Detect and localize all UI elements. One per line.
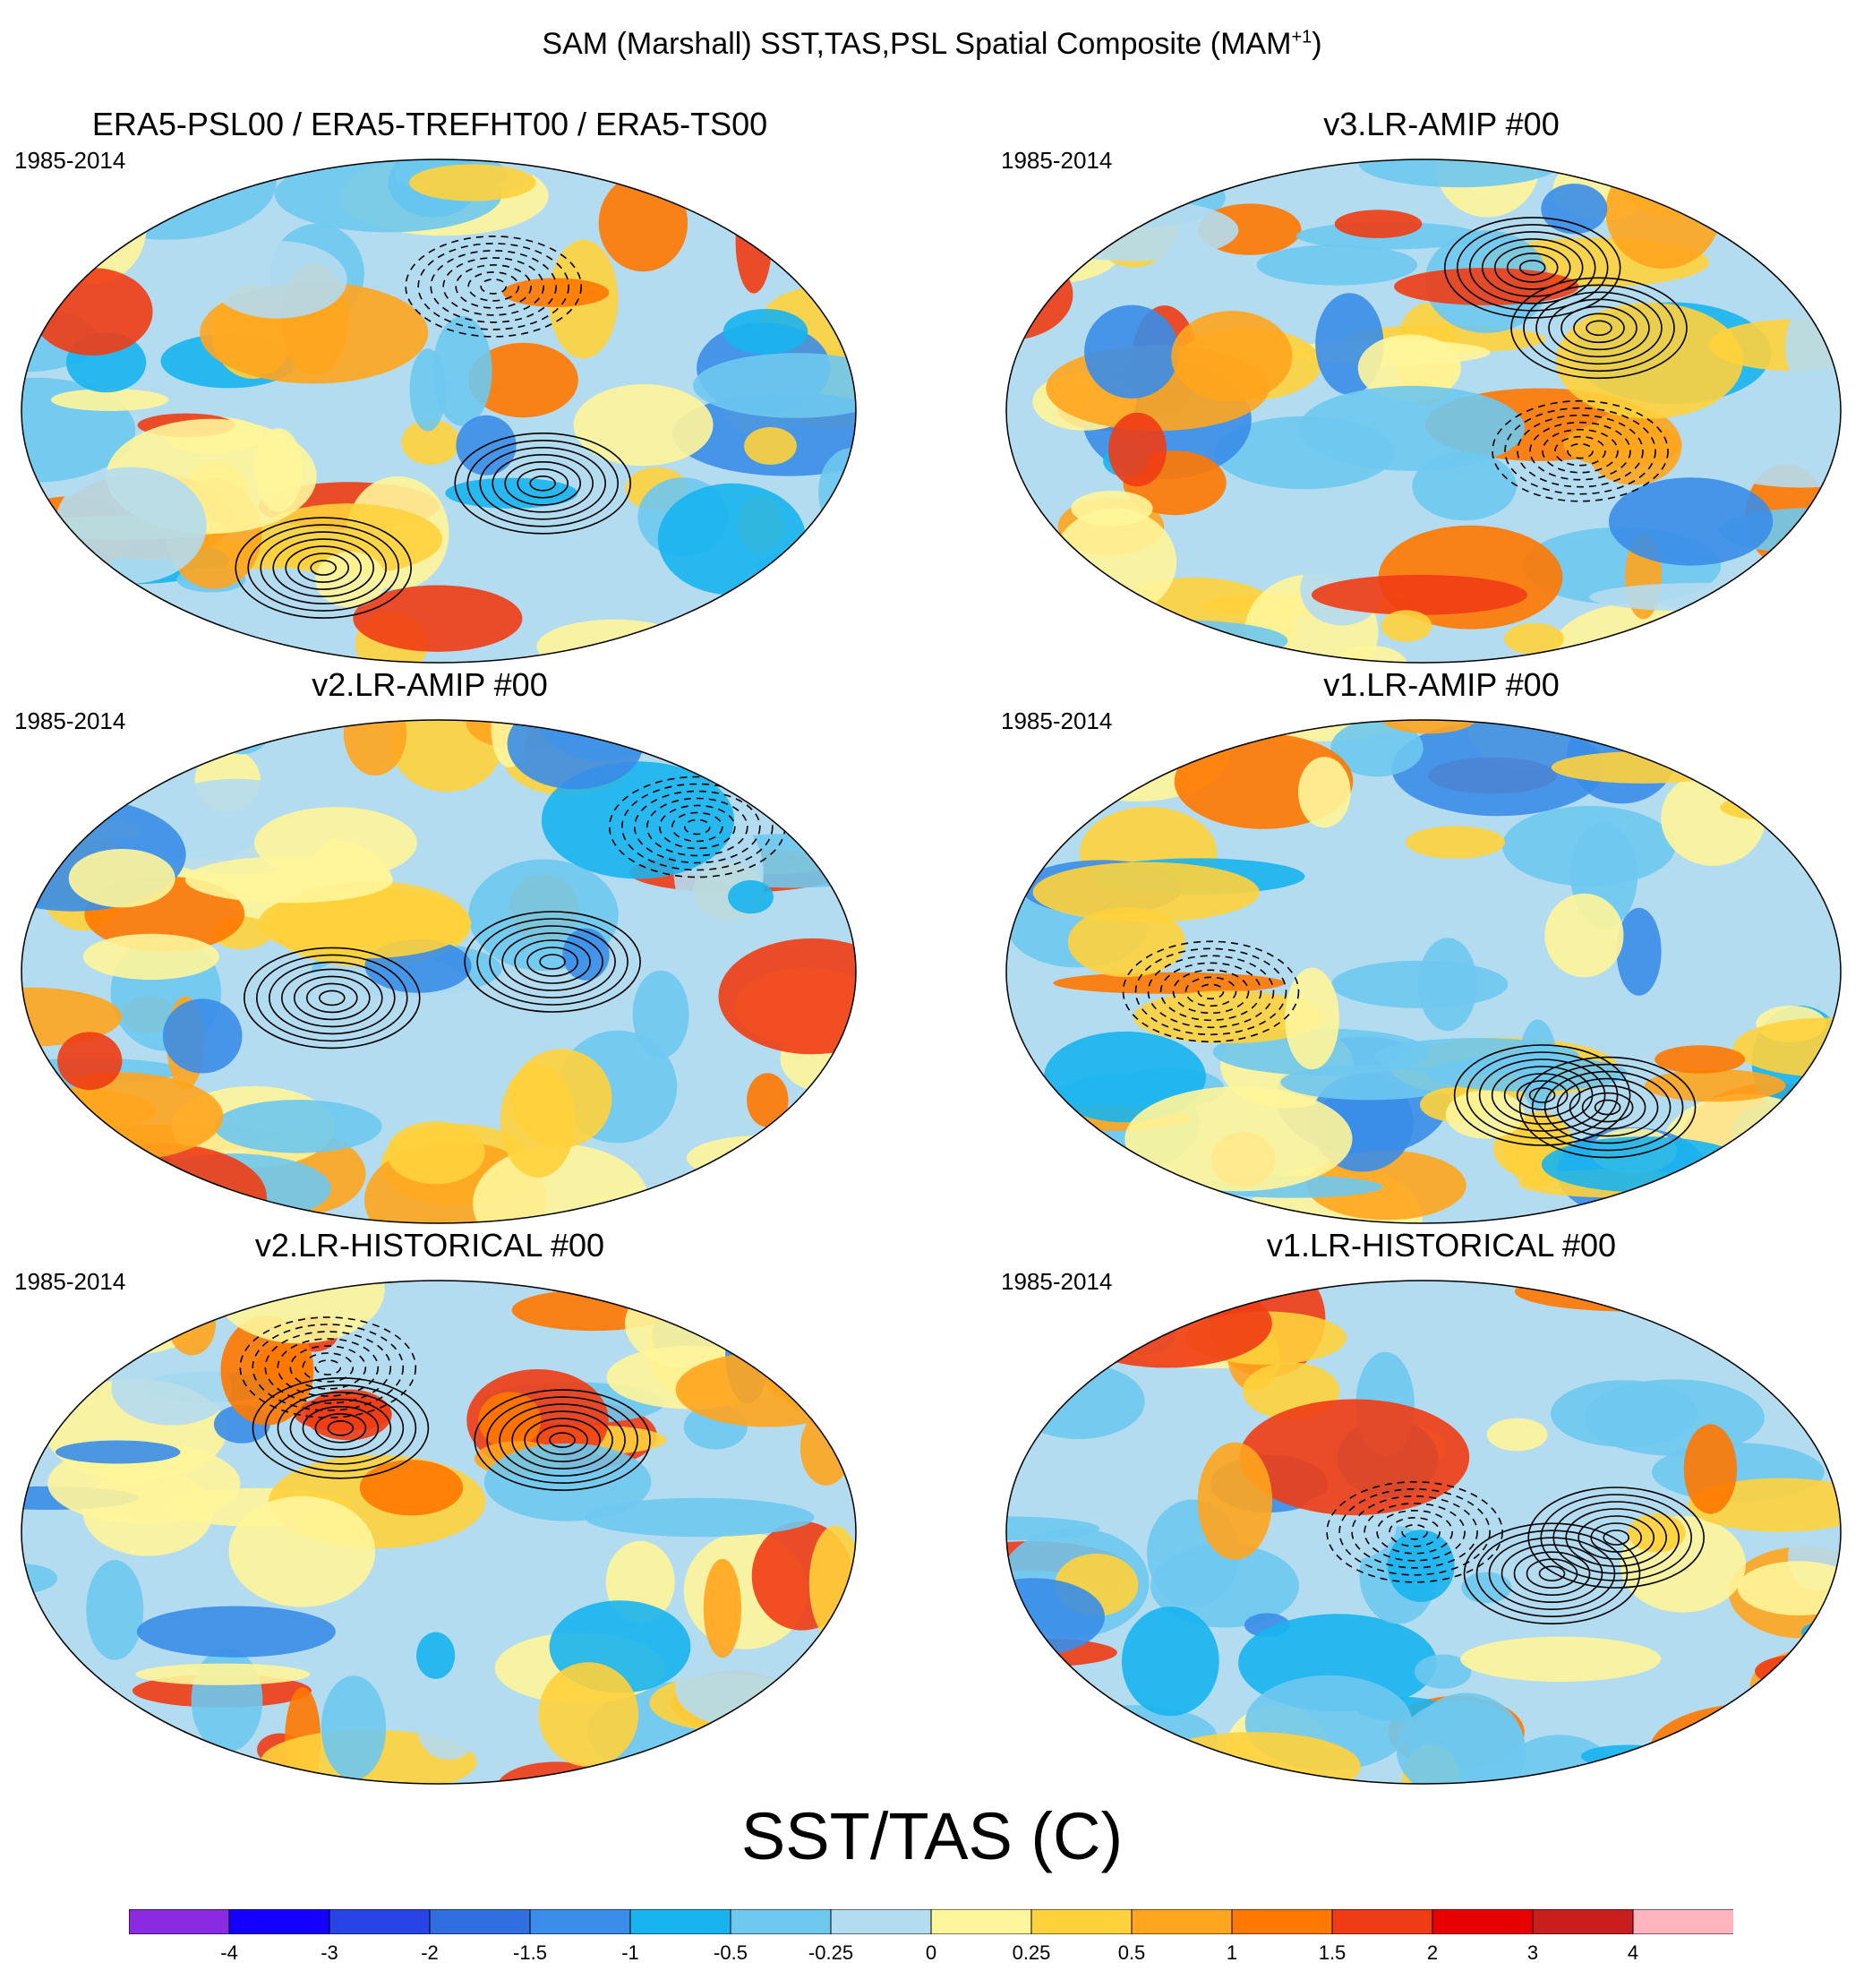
colorbar-label: -0.25 <box>808 1941 854 1964</box>
colorbar-swatch <box>830 1909 932 1934</box>
colorbar-swatch <box>930 1909 1032 1934</box>
colorbar-swatch <box>129 1909 230 1934</box>
colorbar-label: 2 <box>1426 1941 1439 1964</box>
colorbar-swatch <box>329 1909 431 1934</box>
globe-map <box>21 1280 857 1785</box>
colorbar-label: -0.5 <box>714 1941 748 1964</box>
colorbar-swatch <box>1532 1909 1634 1934</box>
map-panel-v2-amip: v2.LR-AMIP #00 1985-2014 <box>0 666 859 1239</box>
colorbar-swatch <box>529 1909 631 1934</box>
colorbar-label: 1 <box>1226 1941 1238 1964</box>
colorbar-swatch <box>228 1909 330 1934</box>
colorbar-label: 0.25 <box>1012 1941 1051 1964</box>
panel-title: v3.LR-AMIP #00 <box>1323 106 1560 142</box>
colorbar-label: -3 <box>321 1941 338 1964</box>
panel-period: 1985-2014 <box>14 707 126 734</box>
colorbar-label: 3 <box>1526 1941 1539 1964</box>
panel-title: ERA5-PSL00 / ERA5-TREFHT00 / ERA5-TS00 <box>91 106 768 142</box>
panel-title: v1.LR-HISTORICAL #00 <box>1266 1227 1617 1264</box>
panel-period: 1985-2014 <box>14 147 126 174</box>
panel-period: 1985-2014 <box>14 1268 126 1295</box>
colorbar-label: 1.5 <box>1318 1941 1347 1964</box>
colorbar-label: -1.5 <box>513 1941 547 1964</box>
colorbar-swatch <box>1632 1909 1733 1934</box>
figure-title: SAM (Marshall) SST,TAS,PSL Spatial Compo… <box>542 27 1322 61</box>
globe-map <box>21 719 857 1224</box>
map-panel-v3-amip: v3.LR-AMIP #00 1985-2014 <box>985 106 1844 679</box>
colorbar-title: SST/TAS (C) <box>740 1799 1124 1873</box>
panel-period: 1985-2014 <box>1001 1268 1113 1295</box>
map-panel-v1-historical: v1.LR-HISTORICAL #00 1985-2014 <box>985 1227 1844 1800</box>
colorbar-label: -4 <box>220 1941 238 1964</box>
globe-map <box>21 159 857 664</box>
colorbar-swatch <box>730 1909 832 1934</box>
colorbar-label: -1 <box>621 1941 639 1964</box>
panel-title: v1.LR-AMIP #00 <box>1323 666 1560 703</box>
colorbar-swatch <box>1331 1909 1433 1934</box>
colorbar-label: 4 <box>1627 1941 1639 1964</box>
globe-map <box>1005 1280 1842 1785</box>
colorbar-swatch <box>429 1909 531 1934</box>
colorbar-swatch <box>1030 1909 1133 1934</box>
panel-period: 1985-2014 <box>1001 707 1113 734</box>
colorbar-swatch <box>629 1909 731 1934</box>
panel-period: 1985-2014 <box>1001 147 1113 174</box>
map-panel-era5: ERA5-PSL00 / ERA5-TREFHT00 / ERA5-TS00 1… <box>0 106 859 679</box>
colorbar-label: -2 <box>421 1941 439 1964</box>
panel-title: v2.LR-AMIP #00 <box>312 666 548 703</box>
map-panel-v1-amip: v1.LR-AMIP #00 1985-2014 <box>985 666 1844 1239</box>
map-panel-v2-historical: v2.LR-HISTORICAL #00 1985-2014 <box>0 1227 859 1800</box>
globe-map <box>1005 159 1842 664</box>
colorbar-label: 0 <box>925 1941 937 1964</box>
colorbar-label: 0.5 <box>1117 1941 1146 1964</box>
colorbar-swatch <box>1432 1909 1534 1934</box>
colorbar-swatch <box>1231 1909 1333 1934</box>
panel-title: v2.LR-HISTORICAL #00 <box>254 1227 605 1264</box>
colorbar-swatch <box>1131 1909 1233 1934</box>
colorbar <box>129 1909 1733 1934</box>
globe-map <box>1005 719 1842 1224</box>
